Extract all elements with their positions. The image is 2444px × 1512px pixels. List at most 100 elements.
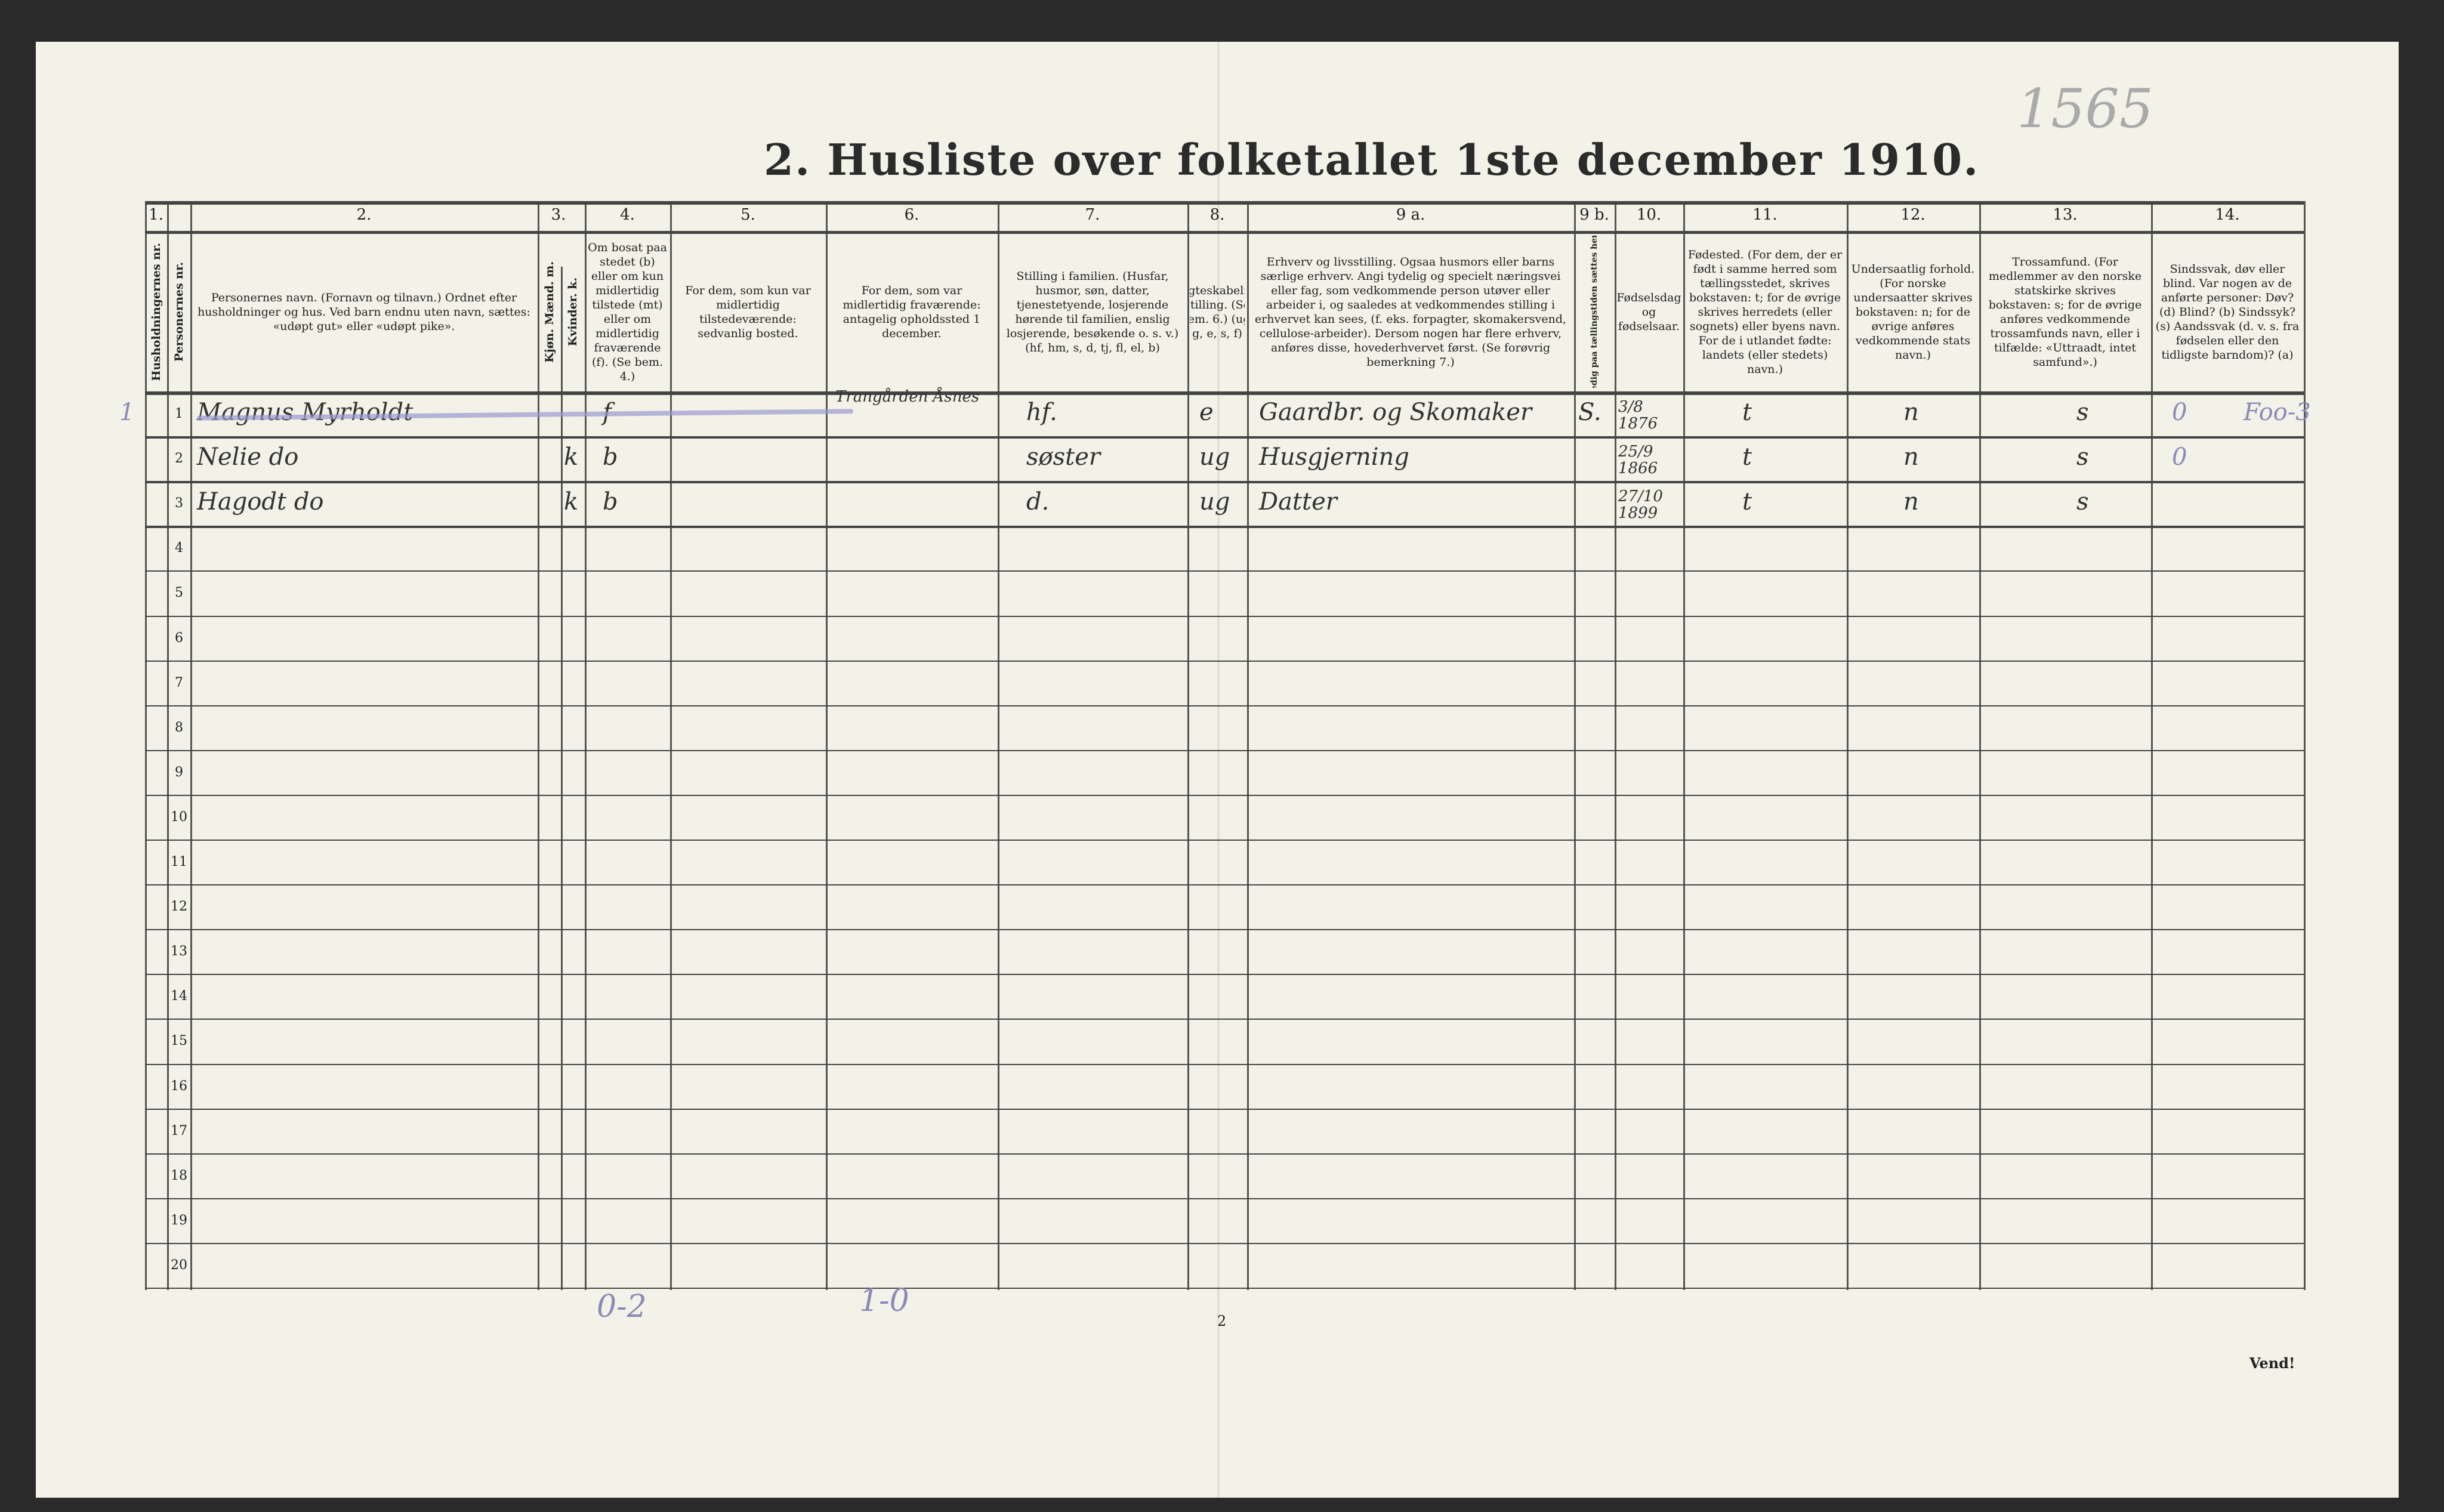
cell-occupation: Gaardbr. og Skomaker (1259, 399, 1532, 426)
row-line (145, 840, 2304, 841)
column-header: Fødested. (For dem, der er født i samme … (1686, 236, 1844, 388)
cell-name: Nelie do (197, 443, 299, 471)
cell-unemployed: S. (1578, 399, 1601, 426)
column-divider (190, 201, 192, 1290)
cell-name: Hagodt do (197, 488, 324, 516)
row-line (145, 570, 2304, 572)
row-line (145, 526, 2304, 529)
row-line (145, 974, 2304, 976)
column-divider (1574, 201, 1576, 1290)
column-number: 14. (2215, 206, 2240, 224)
cell-hh: 1 (119, 399, 135, 426)
cell-disability: 0 (2172, 399, 2187, 426)
column-header: For dem, som var midlertidig fraværende:… (828, 236, 995, 388)
cell-citizenship: n (1903, 399, 1919, 426)
row-number: 4 (175, 541, 183, 556)
column-header: Trossamfund. (For medlemmer av den norsk… (1982, 236, 2149, 388)
cell-sex-k: k (564, 488, 579, 516)
column-divider (826, 201, 828, 1290)
column-header-text: Undersaatlig forhold. (For norske unders… (1851, 262, 1975, 362)
column-header: Personernes nr. (169, 236, 188, 388)
column-divider (1683, 201, 1685, 1290)
column-header-text: Trossamfund. (For medlemmer av den norsk… (1988, 255, 2142, 369)
column-number: 7. (1085, 206, 1100, 224)
column-header-text: Fødested. (For dem, der er født i samme … (1687, 248, 1843, 376)
row-line (145, 481, 2304, 484)
header-rule (145, 391, 2304, 395)
cell-birthplace: t (1742, 488, 1752, 516)
column-divider (538, 201, 539, 1290)
row-line (145, 1108, 2304, 1110)
cell-birth: 25/9 1866 (1618, 443, 1658, 478)
column-header-text: Hvis arbeidsledig paa tællingstiden sætt… (1590, 236, 1599, 388)
column-divider (670, 201, 672, 1290)
cell-marital: e (1199, 399, 1214, 426)
column-header-text: Kvinder. k. (566, 277, 579, 347)
cell-birthplace: t (1742, 399, 1752, 426)
column-number: 12. (1900, 206, 1925, 224)
row-number: 13 (171, 944, 187, 959)
column-number: 1. (149, 206, 163, 224)
column-header-text: Egteskabelig stilling. (Se bem. 6.) (ug,… (1190, 283, 1245, 340)
column-divider (2151, 201, 2153, 1290)
column-divider (167, 201, 169, 1290)
column-number: 4. (620, 206, 635, 224)
row-number: 14 (171, 989, 187, 1004)
row-line (145, 749, 2304, 751)
column-number: 6. (904, 206, 919, 224)
column-number: 10. (1636, 206, 1662, 224)
column-header-text: Stilling i familien. (Husfar, husmor, sø… (1006, 269, 1179, 354)
row-number: 2 (175, 451, 183, 467)
cell-sex-k: k (564, 443, 579, 471)
column-divider (1847, 201, 1849, 1290)
row-number: 18 (171, 1168, 187, 1183)
cell-family: d. (1026, 488, 1050, 516)
column-number: 3. (551, 206, 566, 224)
column-header-text: For dem, som kun var midlertidig tilsted… (685, 283, 811, 340)
column-number: 5. (740, 206, 755, 224)
row-number: 8 (175, 720, 183, 735)
row-line (145, 1019, 2304, 1020)
tally-col3: 0-2 (597, 1289, 647, 1325)
cell-residence: b (603, 488, 618, 516)
row-number: 11 (171, 854, 187, 869)
row-line (145, 615, 2304, 617)
cell-occupation: Datter (1259, 488, 1337, 516)
column-header: Fødselsdag og fødselsaar. (1617, 236, 1681, 388)
column-header: Hvis arbeidsledig paa tællingstiden sætt… (1576, 236, 1612, 388)
column-divider (998, 201, 999, 1290)
cell-extra: Foo-3 (2244, 399, 2311, 426)
row-number: 16 (171, 1078, 187, 1094)
column-header-text: Personernes nr. (172, 261, 186, 362)
column-header: Undersaatlig forhold. (For norske unders… (1849, 236, 1977, 388)
column-header-text: Fødselsdag og fødselsaar. (1617, 291, 1681, 333)
row-number: 12 (171, 899, 187, 915)
row-line (145, 884, 2304, 886)
cell-religion: s (2076, 399, 2089, 426)
cell-citizenship: n (1903, 488, 1919, 516)
row-number: 19 (171, 1212, 187, 1228)
row-number: 10 (171, 809, 187, 825)
column-number: 11. (1752, 206, 1778, 224)
cell-marital: ug (1199, 488, 1230, 516)
row-line (145, 705, 2304, 706)
row-line (145, 929, 2304, 931)
cell-residence: b (603, 443, 618, 471)
column-divider (1187, 201, 1189, 1290)
column-header: Kvinder. k. (563, 236, 582, 388)
row-number: 9 (175, 764, 183, 780)
row-number: 1 (175, 406, 183, 421)
column-header: Personernes navn. (Fornavn og tilnavn.) … (193, 236, 535, 388)
row-number: 7 (175, 675, 183, 690)
column-number: 9 b. (1579, 206, 1609, 224)
column-divider (1979, 201, 1981, 1290)
row-line (145, 1153, 2304, 1155)
column-number: 9 a. (1396, 206, 1425, 224)
column-header: Erhverv og livsstilling. Ogsaa husmors e… (1249, 236, 1572, 388)
column-header: Om bosat paa stedet (b) eller om kun mid… (587, 236, 668, 388)
column-header-text: Erhverv og livsstilling. Ogsaa husmors e… (1254, 255, 1567, 369)
row-line (145, 1063, 2304, 1065)
page-number: 2 (1217, 1313, 1227, 1329)
column-header: Sindssvak, døv eller blind. Var nogen av… (2153, 236, 2301, 388)
column-divider (2304, 201, 2306, 1290)
